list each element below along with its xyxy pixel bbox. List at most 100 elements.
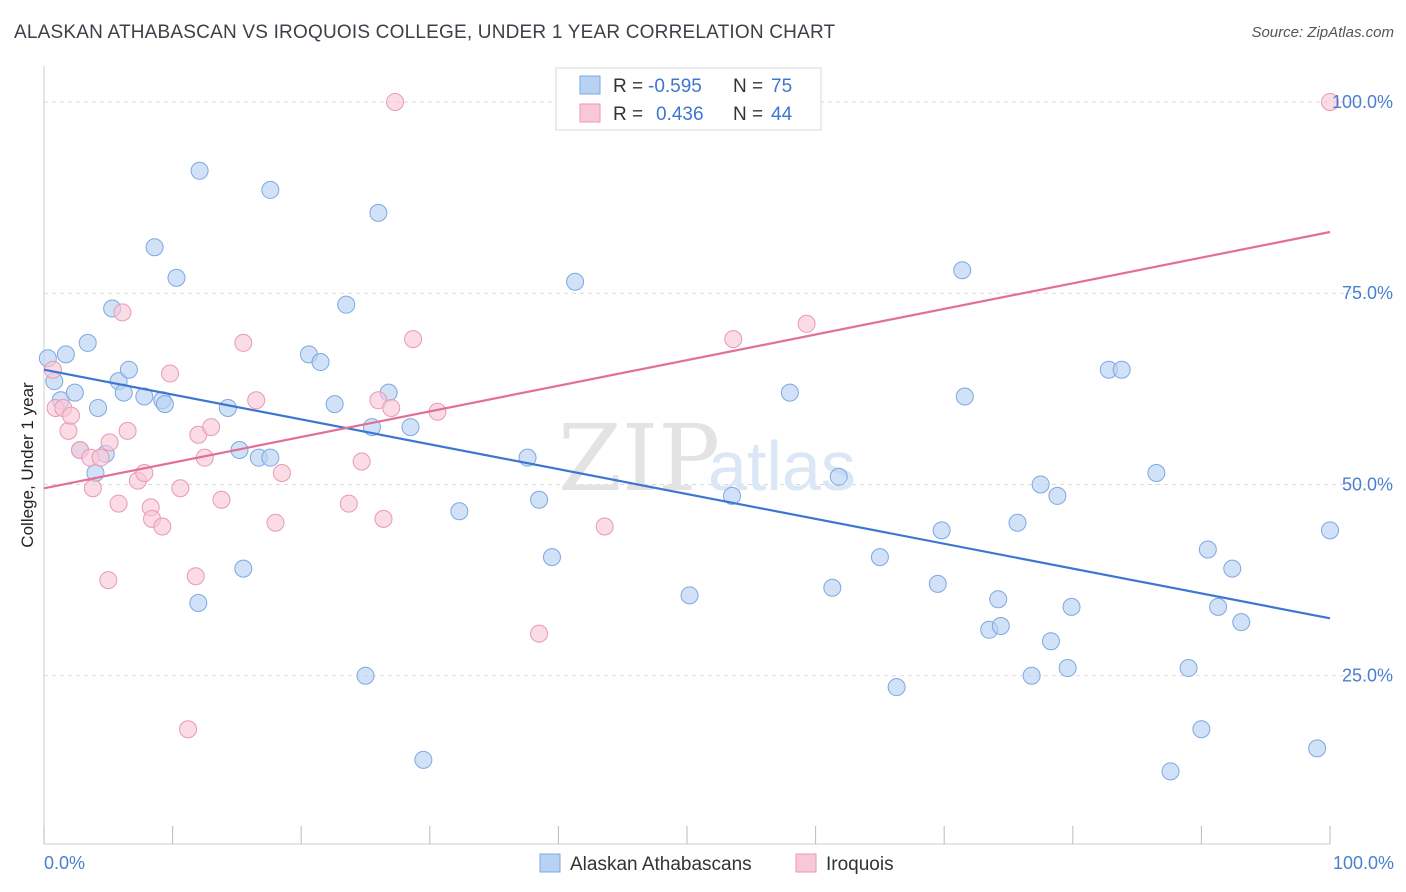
iroquois-point-27: [234, 333, 253, 352]
alaskan-athabascans-point-66: [1161, 762, 1180, 781]
alaskan-athabascans-point-67: [1179, 659, 1198, 678]
alaskan-athabascans-point-50: [932, 521, 951, 540]
alaskan-athabascans-point-48: [887, 678, 906, 697]
stats-swatch-pink: [579, 103, 601, 123]
iroquois-point-20: [171, 479, 190, 498]
stats-legend: R = -0.595 N = 75 R = 0.436 N = 44: [555, 67, 822, 131]
iroquois-point-19: [161, 364, 180, 383]
alaskan-athabascans-point-36: [414, 750, 433, 769]
alaskan-athabascans-point-20: [189, 594, 208, 613]
iroquois-point-37: [404, 330, 423, 349]
series-iroquois-points: [44, 92, 1339, 739]
y-tick-label-100: 100.0%: [1332, 92, 1393, 112]
alaskan-athabascans-point-74: [1321, 521, 1339, 540]
stats-n-label-blue: N =: [733, 76, 763, 97]
alaskan-athabascans-point-23: [234, 559, 253, 578]
iroquois-point-34: [374, 509, 393, 528]
alaskan-athabascans-point-25: [261, 448, 280, 467]
alaskan-athabascans-point-71: [1223, 559, 1242, 578]
series-legend: Alaskan Athabascans Iroquois: [539, 853, 894, 875]
gridlines: [44, 101, 1366, 677]
alaskan-athabascans-point-55: [989, 590, 1008, 609]
y-tick-label-25: 25.0%: [1342, 666, 1393, 686]
legend-swatch-alaskan-athabascans: [539, 853, 561, 873]
iroquois-point-13: [118, 421, 137, 440]
alaskan-athabascans-point-17: [155, 395, 174, 414]
iroquois-point-39: [530, 624, 549, 643]
iroquois-point-9: [100, 433, 119, 452]
alaskan-athabascans-point-72: [1232, 613, 1251, 632]
alaskan-athabascans-point-19: [190, 161, 209, 180]
alaskan-athabascans-point-45: [823, 578, 842, 597]
alaskan-athabascans-point-41: [566, 272, 585, 291]
y-axis-title: College, Under 1 year: [18, 382, 37, 548]
alaskan-athabascans-point-4: [65, 383, 84, 402]
alaskan-athabascans-point-39: [530, 490, 549, 509]
alaskan-athabascans-point-15: [145, 238, 164, 257]
stats-swatch-blue: [579, 75, 601, 95]
iroquois-point-41: [724, 330, 743, 349]
alaskan-athabascans-point-62: [1062, 597, 1081, 616]
stats-n-label-pink: N =: [733, 104, 763, 125]
chart-title: ALASKAN ATHABASCAN VS IROQUOIS COLLEGE, …: [14, 22, 836, 43]
legend-label-alaskan-athabascans: Alaskan Athabascans: [570, 854, 752, 875]
trend-lines: [43, 230, 1331, 620]
alaskan-athabascans-point-58: [1031, 475, 1050, 494]
iroquois-point-10: [99, 571, 118, 590]
y-tick-label-75: 75.0%: [1342, 283, 1393, 303]
iroquois-point-43: [1321, 92, 1339, 111]
alaskan-athabascans-point-30: [337, 295, 356, 314]
alaskan-athabascans-point-73: [1308, 739, 1327, 758]
legend-swatch-iroquois: [795, 853, 817, 873]
alaskan-athabascans-point-43: [723, 486, 742, 505]
x-tick-label-min: 0.0%: [44, 853, 85, 873]
iroquois-point-12: [113, 303, 132, 322]
iroquois-point-40: [595, 517, 614, 536]
alaskan-athabascans-point-47: [870, 548, 889, 567]
iroquois-point-32: [352, 452, 371, 471]
alaskan-athabascans-point-13: [119, 360, 138, 379]
alaskan-athabascans-point-60: [1048, 486, 1067, 505]
alaskan-athabascans-point-2: [56, 345, 75, 364]
iroquois-point-30: [272, 463, 291, 482]
alaskan-athabascans-point-70: [1209, 597, 1228, 616]
iroquois-point-3: [59, 421, 78, 440]
axes: [43, 66, 1331, 845]
alaskan-athabascans-point-61: [1058, 659, 1077, 678]
iroquois-point-42: [797, 314, 816, 333]
iroquois-point-22: [186, 567, 205, 586]
alaskan-athabascans-point-44: [780, 383, 799, 402]
alaskan-athabascans-point-6: [89, 398, 108, 417]
iroquois-point-18: [153, 517, 172, 536]
y-tick-labels: 25.0% 50.0% 75.0% 100.0%: [1332, 92, 1393, 686]
alaskan-athabascans-point-56: [1008, 513, 1027, 532]
legend-label-iroquois: Iroquois: [826, 854, 894, 875]
stats-n-value-blue: 75: [771, 76, 792, 97]
alaskan-athabascans-point-33: [369, 203, 388, 222]
alaskan-athabascans-point-64: [1112, 360, 1131, 379]
alaskan-athabascans-point-49: [928, 574, 947, 593]
alaskan-athabascans-point-35: [401, 418, 420, 437]
iroquois-point-26: [212, 490, 231, 509]
alaskan-athabascans-point-68: [1192, 720, 1211, 739]
alaskan-athabascans-point-54: [991, 616, 1010, 635]
iroquois-point-11: [109, 494, 128, 513]
stats-r-value-pink: 0.436: [656, 104, 704, 125]
alaskan-athabascans-point-69: [1198, 540, 1217, 559]
alaskan-athabascans-point-37: [450, 502, 469, 521]
alaskan-athabascans-point-26: [261, 180, 280, 199]
iroquois-point-31: [339, 494, 358, 513]
iroquois-point-21: [179, 720, 198, 739]
alaskan-athabascans-point-52: [955, 387, 974, 406]
alaskan-athabascans-point-5: [78, 333, 97, 352]
iroquois-point-7: [83, 479, 102, 498]
stats-r-label-pink: R =: [613, 104, 643, 125]
alaskan-athabascans-point-51: [953, 261, 972, 280]
iroquois-point-29: [266, 513, 285, 532]
alaskan-athabascans-point-59: [1041, 632, 1060, 651]
alaskan-athabascans-point-21: [218, 398, 237, 417]
iroquois-point-36: [386, 92, 405, 111]
alaskan-athabascans-point-40: [542, 548, 561, 567]
iroquois-point-28: [247, 391, 266, 410]
